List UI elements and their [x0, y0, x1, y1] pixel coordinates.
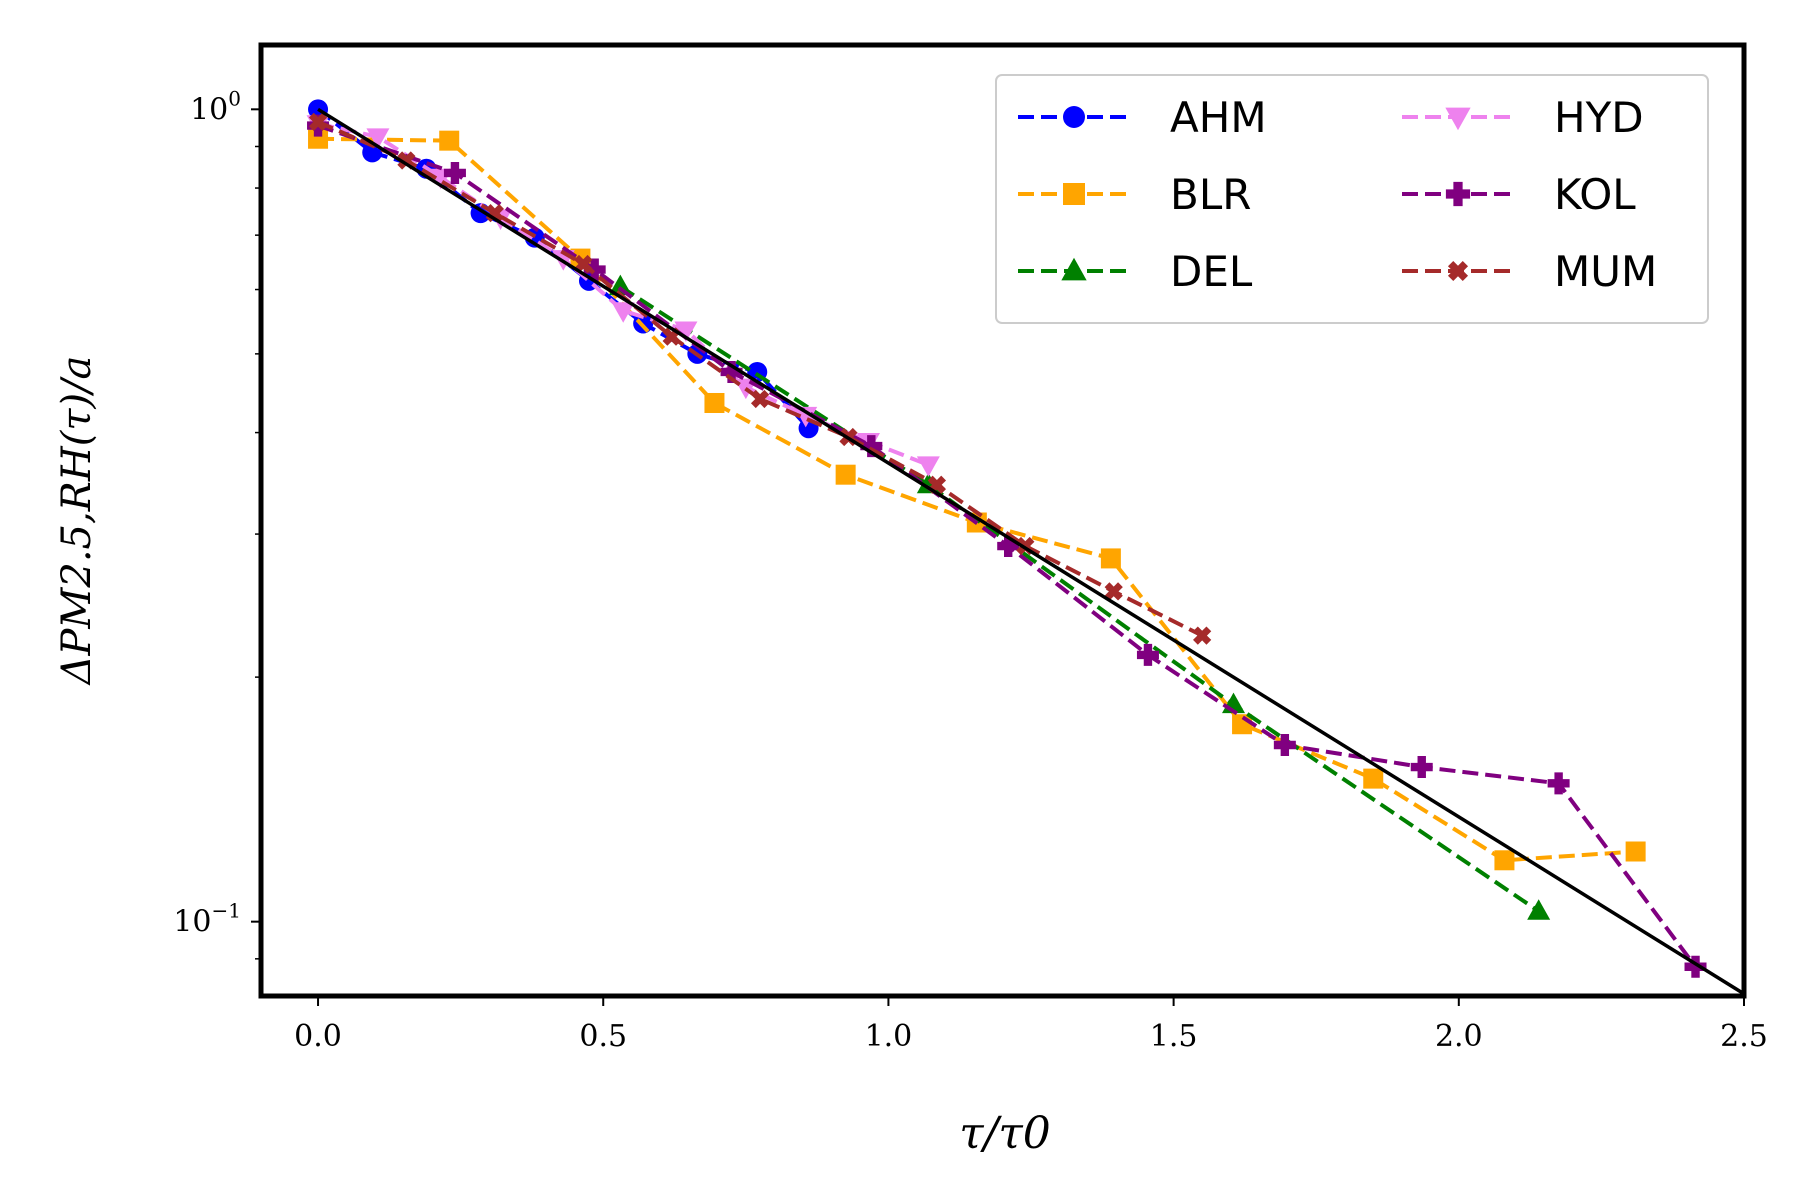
y-axis-label: ΔPM2.5,RH(τ)/a [54, 356, 100, 687]
data-point-hyd [794, 406, 818, 428]
series-kol [307, 114, 1707, 978]
data-point-mum [750, 389, 770, 409]
data-point-mum [574, 254, 593, 274]
legend-marker [1447, 260, 1469, 282]
legend-box [995, 74, 1709, 324]
data-point-blr [1494, 850, 1515, 871]
data-point-blr [308, 128, 329, 149]
data-point-blr [1363, 768, 1384, 789]
data-point-kol [1273, 733, 1296, 756]
data-point-kol [443, 161, 466, 184]
data-point-kol [1547, 772, 1570, 795]
data-point-hyd [611, 302, 635, 323]
data-point-mum [1193, 626, 1212, 645]
chart-marks [306, 99, 1744, 996]
data-point-kol [860, 435, 883, 458]
legend-item-del: DEL [1018, 247, 1253, 296]
legend-item-mum: MUM [1402, 247, 1657, 296]
data-point-mum [308, 112, 328, 132]
data-point-kol [1684, 955, 1707, 978]
data-point-mum [1104, 582, 1123, 601]
legend-marker [1445, 181, 1471, 207]
series-line-del [619, 284, 1540, 913]
legend-label: HYD [1554, 93, 1644, 142]
series-line-mum [317, 120, 1204, 638]
plot-frame [258, 42, 1747, 999]
x-tick-label: 0.5 [579, 1019, 627, 1054]
legend-item-hyd: HYD [1402, 93, 1644, 142]
x-tick-label: 2.5 [1720, 1019, 1768, 1054]
x-tick-label: 2.0 [1435, 1019, 1483, 1054]
data-point-blr [704, 392, 725, 413]
legend-item-blr: BLR [1018, 170, 1251, 219]
legend-marker [1445, 107, 1471, 131]
data-point-kol [583, 258, 606, 281]
legend-label: MUM [1554, 247, 1657, 296]
data-point-del [608, 274, 632, 296]
data-point-hyd [916, 456, 940, 477]
legend-marker [1063, 106, 1085, 128]
x-axis-label: τ/τ0 [959, 1108, 1051, 1159]
legend-label: AHM [1170, 93, 1267, 142]
y-tick-label: 10−1 [173, 899, 241, 940]
legend-label: BLR [1170, 170, 1251, 219]
legend-item-ahm: AHM [1018, 93, 1267, 142]
axes: 0.0 0.5 1.0 1.5 2.0 2.5 100 10−1 [173, 86, 1768, 1054]
data-point-blr [439, 130, 460, 151]
data-point-hyd [674, 321, 698, 342]
data-point-blr [835, 464, 856, 485]
fit-line [317, 107, 1744, 996]
data-point-hyd [366, 128, 390, 149]
legend-label: KOL [1554, 170, 1636, 219]
y-tick-label: 100 [190, 86, 241, 127]
data-point-kol [997, 535, 1020, 558]
data-point-blr [1100, 548, 1121, 569]
legend-marker [1063, 183, 1085, 205]
legend-item-kol: KOL [1402, 170, 1636, 219]
data-point-kol [1136, 643, 1159, 666]
legend-label: DEL [1170, 247, 1253, 296]
data-point-del [1527, 899, 1551, 920]
legend-marker [1061, 257, 1087, 281]
data-point-kol [1410, 756, 1433, 779]
x-tick-label: 0.0 [294, 1019, 342, 1054]
x-tick-label: 1.0 [865, 1019, 913, 1054]
legend: AHM BLR DEL HYD KOL MUM [995, 74, 1709, 324]
data-point-blr [1625, 841, 1646, 862]
data-point-kol [720, 360, 743, 383]
x-tick-label: 1.5 [1150, 1019, 1198, 1054]
